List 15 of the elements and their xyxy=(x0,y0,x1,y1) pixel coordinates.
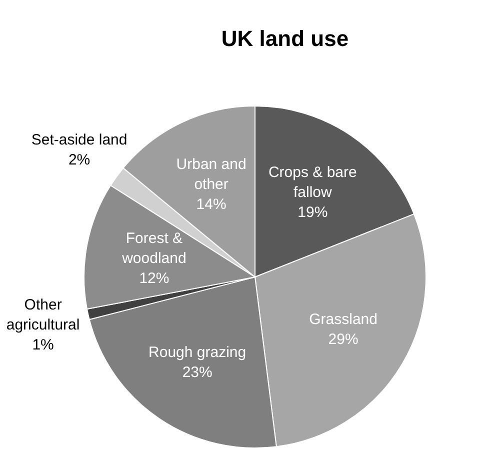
slice-label: Other agricultural xyxy=(6,296,80,333)
chart-title: UK land use xyxy=(220,26,350,52)
data-label: 29% xyxy=(328,330,358,348)
slice-label: Forest & woodland xyxy=(121,229,186,266)
data-label: 2% xyxy=(68,150,90,168)
slice-label: Set-aside land xyxy=(31,130,128,148)
slice-label: Urban and other xyxy=(176,156,246,193)
data-label: 14% xyxy=(196,196,226,213)
data-label: 23% xyxy=(182,363,212,380)
slice-label: Rough grazing xyxy=(148,343,246,360)
slice-label: Crops & bare fallow xyxy=(268,164,357,201)
data-label: 19% xyxy=(298,204,328,221)
data-label: 12% xyxy=(139,269,170,286)
data-label: 1% xyxy=(32,336,54,353)
slice-label: Grassland xyxy=(309,310,378,328)
